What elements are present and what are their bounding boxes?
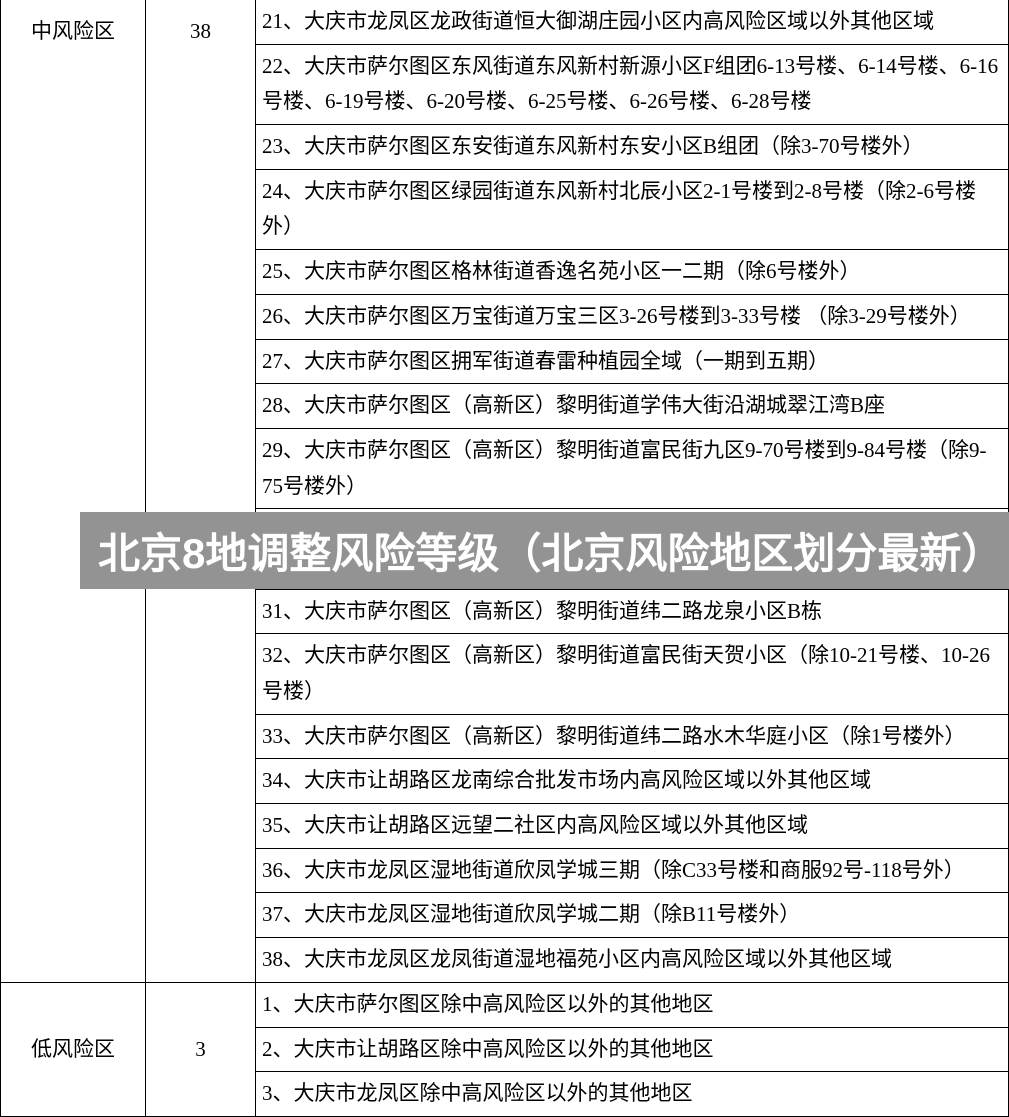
risk-detail-cell: 1、大庆市萨尔图区除中高风险区以外的其他地区: [256, 982, 1009, 1027]
risk-count-cell: 38: [146, 0, 256, 982]
risk-detail-cell: 23、大庆市萨尔图区东安街道东风新村东安小区B组团（除3-70号楼外）: [256, 125, 1009, 170]
risk-detail-cell: 38、大庆市龙凤区龙凤街道湿地福苑小区内高风险区域以外其他区域: [256, 938, 1009, 983]
risk-detail-cell: 29、大庆市萨尔图区（高新区）黎明街道富民街九区9-70号楼到9-84号楼（除9…: [256, 428, 1009, 508]
risk-detail-cell: 24、大庆市萨尔图区绿园街道东风新村北辰小区2-1号楼到2-8号楼（除2-6号楼…: [256, 169, 1009, 249]
risk-level-cell: 中风险区: [1, 0, 146, 982]
risk-detail-cell: 37、大庆市龙凤区湿地街道欣凤学城二期（除B11号楼外）: [256, 893, 1009, 938]
risk-detail-cell: 21、大庆市龙凤区龙政街道恒大御湖庄园小区内高风险区域以外其他区域: [256, 0, 1009, 44]
risk-detail-cell: 27、大庆市萨尔图区拥军街道春雷种植园全域（一期到五期）: [256, 339, 1009, 384]
risk-detail-cell: 25、大庆市萨尔图区格林街道香逸名苑小区一二期（除6号楼外）: [256, 250, 1009, 295]
risk-detail-cell: 22、大庆市萨尔图区东风街道东风新村新源小区F组团6-13号楼、6-14号楼、6…: [256, 44, 1009, 124]
risk-detail-cell: 3、大庆市龙凤区除中高风险区以外的其他地区: [256, 1072, 1009, 1117]
risk-detail-cell: 31、大庆市萨尔图区（高新区）黎明街道纬二路龙泉小区B栋: [256, 589, 1009, 634]
risk-detail-cell: 32、大庆市萨尔图区（高新区）黎明街道富民街天贺小区（除10-21号楼、10-2…: [256, 634, 1009, 714]
risk-detail-cell: 26、大庆市萨尔图区万宝街道万宝三区3-26号楼到3-33号楼 （除3-29号楼…: [256, 294, 1009, 339]
risk-detail-cell: 28、大庆市萨尔图区（高新区）黎明街道学伟大街沿湖城翠江湾B座: [256, 384, 1009, 429]
risk-detail-cell: 2、大庆市让胡路区除中高风险区以外的其他地区: [256, 1027, 1009, 1072]
article-title-overlay: 北京8地调整风险等级（北京风险地区划分最新）: [80, 512, 1009, 589]
risk-detail-cell: 34、大庆市让胡路区龙南综合批发市场内高风险区域以外其他区域: [256, 759, 1009, 804]
risk-count-cell: 3: [146, 982, 256, 1116]
risk-detail-cell: 33、大庆市萨尔图区（高新区）黎明街道纬二路水木华庭小区（除1号楼外）: [256, 714, 1009, 759]
risk-detail-cell: 35、大庆市让胡路区远望二社区内高风险区域以外其他区域: [256, 804, 1009, 849]
risk-level-cell: 低风险区: [1, 982, 146, 1116]
risk-detail-cell: 36、大庆市龙凤区湿地街道欣凤学城三期（除C33号楼和商服92号-118号外）: [256, 848, 1009, 893]
